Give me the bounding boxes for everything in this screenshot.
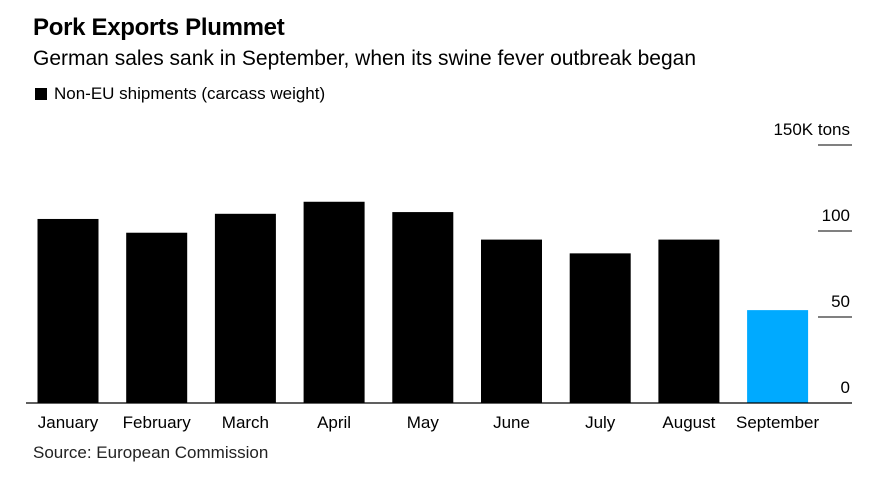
bar-may [392,212,454,403]
x-tick-label: May [407,413,440,432]
source-note: Source: European Commission [33,443,269,462]
bar-september [747,310,809,403]
x-tick-label: September [736,413,819,432]
bar-april [303,201,365,403]
x-tick-label: January [38,413,99,432]
x-tick-label: March [222,413,269,432]
legend: Non-EU shipments (carcass weight) [35,84,325,104]
bar-july [569,253,631,403]
x-tick-label: July [585,413,616,432]
legend-label: Non-EU shipments (carcass weight) [54,84,326,103]
x-tick-label: April [317,413,351,432]
chart-title: Pork Exports Plummet [33,14,285,41]
y-tick-label: 50 [831,292,850,311]
chart-subtitle: German sales sank in September, when its… [33,47,697,70]
x-tick-label: June [493,413,530,432]
x-tick-label: February [123,413,192,432]
bar-june [481,239,542,403]
y-tick-label: 150K tons [773,120,850,139]
bar-january [37,218,99,403]
bar-august [658,239,720,403]
y-tick-label: 0 [841,378,850,397]
bar-march [214,213,276,403]
y-tick-label: 100 [822,206,850,225]
bar-february [126,232,188,403]
legend-swatch [35,88,47,100]
x-tick-label: August [662,413,715,432]
